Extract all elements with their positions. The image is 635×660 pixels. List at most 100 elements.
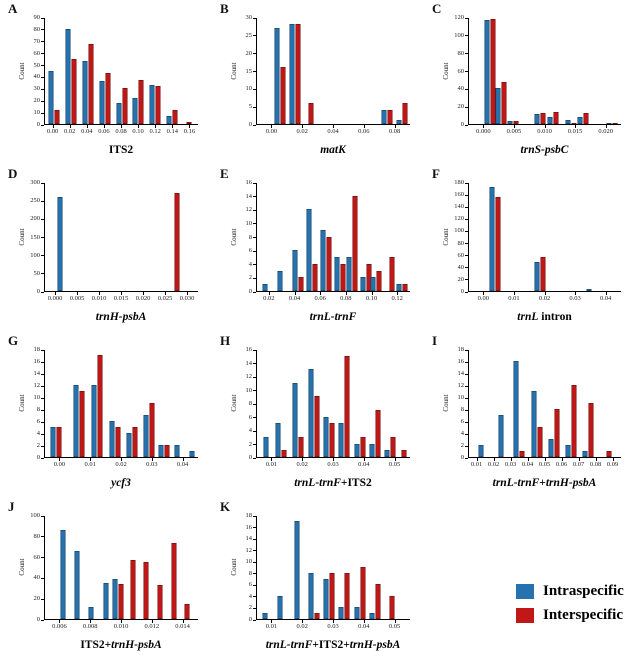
bar-group — [263, 436, 269, 457]
panel-letter-D: D — [8, 166, 18, 181]
panel-title-part: intron — [538, 311, 572, 323]
y-tick-label: 0 — [36, 288, 40, 295]
bar-group — [547, 112, 559, 124]
bar-group — [109, 421, 121, 457]
x-tick-mark — [165, 292, 166, 295]
y-tick-label: 40 — [457, 85, 465, 93]
legend-item-intraspecific: Intraspecific — [516, 583, 624, 600]
x-tick-mark — [333, 458, 334, 461]
bar-interspecific — [130, 559, 136, 619]
bar-intraspecific — [103, 582, 109, 619]
bar-group — [606, 123, 618, 124]
y-tick-label: 100 — [30, 512, 40, 519]
x-tick-label: 0.000 — [47, 295, 63, 302]
bar-interspecific — [329, 423, 335, 457]
x-tick-mark — [394, 458, 396, 461]
y-tick-label: 80 — [457, 49, 465, 57]
x-tick-mark — [59, 458, 61, 461]
y-tick-label: 30 — [33, 85, 41, 93]
x-tick-mark — [493, 458, 495, 461]
bar-group — [65, 28, 77, 124]
y-tick-label: 10 — [245, 558, 253, 566]
y-tick-label: 40 — [33, 73, 41, 81]
bar-group — [370, 270, 382, 291]
bar-group — [74, 551, 80, 619]
x-tick-mark — [476, 458, 478, 461]
y-tick-mark — [41, 457, 44, 459]
y-tick-mark — [253, 417, 256, 418]
bar-intraspecific — [292, 382, 298, 457]
y-tick-mark — [253, 35, 256, 37]
bar-interspecific — [184, 604, 190, 619]
bar-interspecific — [149, 403, 155, 457]
panel-letter-F: F — [432, 166, 440, 181]
x-tick-label: 0.015 — [567, 128, 583, 135]
x-tick-mark — [268, 292, 270, 295]
bar-group — [389, 256, 395, 291]
bar-intraspecific — [547, 116, 553, 124]
x-tick-label: 0.03 — [504, 461, 517, 468]
y-tick-label: 18 — [245, 512, 253, 519]
x-tick-label: 0.01 — [265, 623, 278, 630]
x-tick-label: 0.01 — [508, 295, 520, 302]
bar-interspecific — [143, 561, 149, 619]
bar-intraspecific — [99, 81, 105, 124]
bar-interspecific — [389, 256, 395, 291]
y-tick-label: 14 — [245, 535, 253, 543]
y-tick-mark — [465, 349, 468, 351]
panel-letter-I: I — [432, 333, 438, 348]
bar-group — [277, 270, 283, 291]
x-tick-mark — [605, 125, 607, 128]
bar-intraspecific — [565, 445, 571, 457]
y-tick-mark — [41, 112, 44, 114]
bar-interspecific — [389, 595, 395, 619]
x-tick-label: 0.05 — [388, 461, 401, 468]
plot-area — [44, 18, 198, 125]
y-axis-label: Count — [18, 394, 26, 412]
y-tick-mark — [465, 445, 468, 447]
x-tick-mark — [483, 125, 485, 128]
y-tick-mark — [253, 277, 256, 279]
bar-interspecific — [56, 427, 62, 457]
y-tick-label: 18 — [457, 346, 465, 353]
y-tick-mark — [253, 209, 256, 211]
bar-interspecific — [401, 450, 407, 457]
y-tick-mark — [253, 53, 256, 55]
y-tick-mark — [41, 65, 44, 67]
panel-title-part: ycf3 — [111, 477, 131, 489]
x-tick-label: 0.04 — [81, 128, 93, 135]
bar-interspecific — [390, 436, 396, 457]
bar-group — [88, 606, 94, 619]
bar-interspecific — [490, 18, 496, 124]
x-tick-label: 0.02 — [263, 295, 275, 302]
bar-intraspecific — [354, 607, 359, 619]
y-tick-label: 80 — [33, 25, 41, 33]
y-tick-label: 200 — [30, 215, 40, 223]
x-tick-label: 0.10 — [365, 295, 378, 302]
bar-intraspecific — [48, 70, 54, 124]
bar-group — [274, 27, 286, 124]
y-tick-label: 16 — [245, 523, 253, 531]
x-tick-mark — [302, 458, 304, 461]
x-tick-mark — [172, 125, 174, 128]
bar-interspecific — [164, 445, 170, 457]
bar-intraspecific — [262, 284, 268, 291]
x-tick-mark — [612, 458, 614, 461]
x-tick-label: 0.02 — [296, 461, 308, 468]
panel-title: trnL-trnF+trnH-psbA — [453, 477, 635, 489]
y-tick-mark — [41, 291, 44, 293]
bar-group — [369, 584, 381, 619]
plot-area — [256, 516, 410, 620]
x-tick-label: 0.03 — [327, 623, 339, 630]
plot-area — [468, 350, 621, 458]
y-tick-label: 14 — [245, 192, 253, 200]
bar-interspecific — [387, 109, 393, 124]
bar-group — [112, 579, 124, 619]
bar-group — [577, 113, 589, 124]
bar-intraspecific — [88, 606, 94, 619]
panel-title: matK — [241, 144, 425, 156]
x-tick-mark — [513, 125, 515, 128]
x-tick-mark — [187, 292, 188, 295]
panel-B: B 0 5 10 15 20 25 30 Count 0.00 0.02 0.04 0.06 0.08 ma… — [212, 0, 424, 165]
y-tick-mark — [41, 536, 44, 538]
